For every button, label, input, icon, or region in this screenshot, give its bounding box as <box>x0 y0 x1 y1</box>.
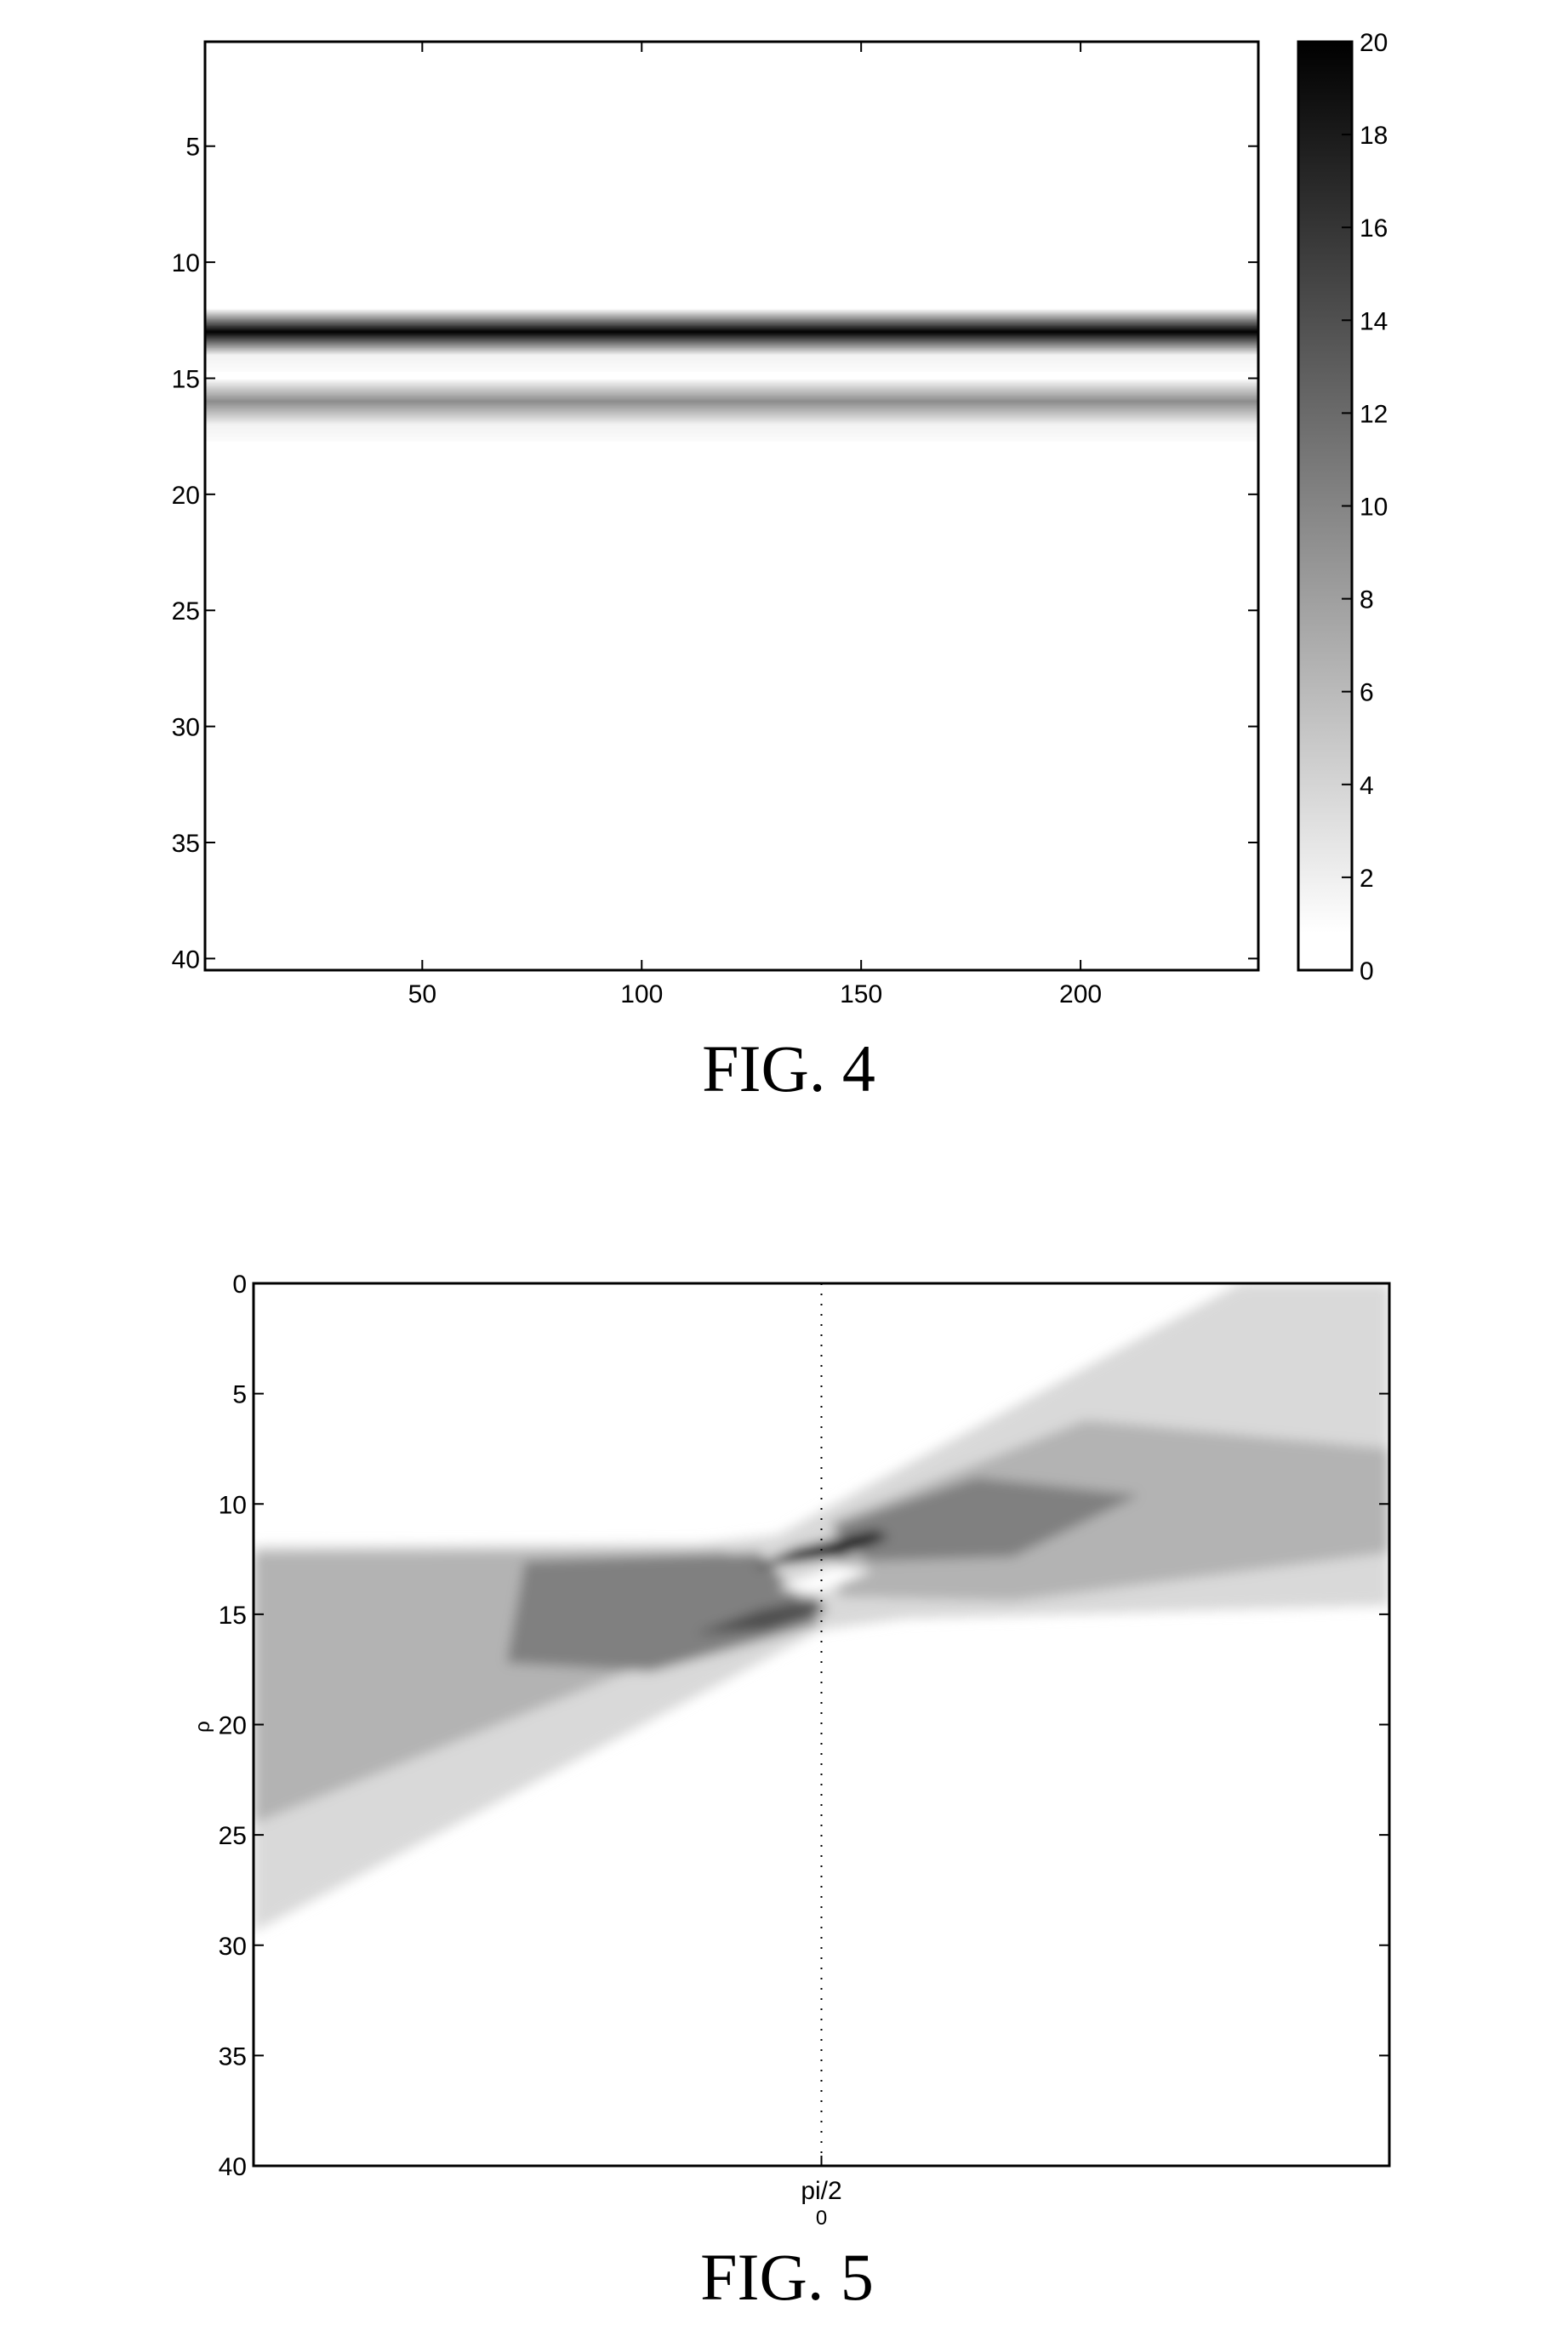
y-tick-label: 35 <box>172 830 200 858</box>
x-tick-label: 50 <box>408 980 436 1008</box>
y-tick-label: 10 <box>172 249 200 277</box>
fig5-caption: FIG. 5 <box>700 2240 874 2314</box>
y-tick-label: 20 <box>172 482 200 510</box>
y-tick-label: 25 <box>219 1822 247 1850</box>
colorbar-tick-label: 10 <box>1360 494 1388 522</box>
colorbar-tick-label: 18 <box>1360 122 1388 150</box>
x-tick-label: 150 <box>840 980 882 1008</box>
fig5-intensity-regions <box>254 1283 1389 1932</box>
fig4-plot-frame <box>205 42 1258 970</box>
y-tick-label: 25 <box>172 597 200 625</box>
colorbar-tick-label: 12 <box>1360 400 1388 428</box>
y-tick-label: 15 <box>172 365 200 393</box>
y-tick-label: 40 <box>172 945 200 974</box>
y-tick-label: 40 <box>219 2153 247 2181</box>
x-tick-label: pi/2 <box>801 2177 841 2205</box>
colorbar-tick-label: 16 <box>1360 214 1388 243</box>
heatmap-row-strip <box>205 440 1258 442</box>
fig4-heatmap-cells <box>205 309 1258 442</box>
y-tick-label: 5 <box>185 134 200 162</box>
fig4-axes: 5 10 15 20 25 30 35 40 50 100 150 200 <box>172 42 1258 1008</box>
colorbar-tick-label: 14 <box>1360 307 1388 335</box>
y-tick-label: 30 <box>219 1933 247 1961</box>
fig4-heatmap: 5 10 15 20 25 30 35 40 50 100 150 200 0 2 4 6 8 10 12 14 16… <box>172 29 1388 1105</box>
colorbar-tick-label: 8 <box>1360 586 1374 614</box>
fig4-caption: FIG. 4 <box>702 1031 875 1105</box>
y-tick-label: 35 <box>219 2042 247 2071</box>
y-tick-label: 5 <box>232 1381 247 1409</box>
figures-canvas: 51015202530354050100150200 0246810121416… <box>0 0 1568 2342</box>
y-tick-label: 20 <box>219 1712 247 1740</box>
y-tick-label: 0 <box>232 1271 247 1299</box>
fig5-y-axis-label: ρ <box>191 1721 214 1733</box>
y-tick-label: 10 <box>219 1491 247 1519</box>
colorbar-tick-label: 4 <box>1360 772 1374 800</box>
x-tick-label: 200 <box>1059 980 1102 1008</box>
y-tick-label: 30 <box>172 714 200 742</box>
x-tick-label: 100 <box>620 980 663 1008</box>
heatmap-row-strip <box>205 370 1258 372</box>
y-tick-label: 15 <box>219 1602 247 1630</box>
fig5-heatmap: 0 5 10 15 20 25 30 35 40 pi/2 ρ 0 FIG. 5 <box>191 1271 1389 2314</box>
colorbar-tick-label: 2 <box>1360 865 1374 893</box>
fig5-x-sublabel: 0 <box>816 2207 827 2230</box>
colorbar-tick-label: 0 <box>1360 957 1374 985</box>
patent-figure-page: 51015202530354050100150200 0246810121416… <box>0 0 1568 2342</box>
colorbar-tick-label: 6 <box>1360 679 1374 707</box>
colorbar-tick-label: 20 <box>1360 29 1388 57</box>
